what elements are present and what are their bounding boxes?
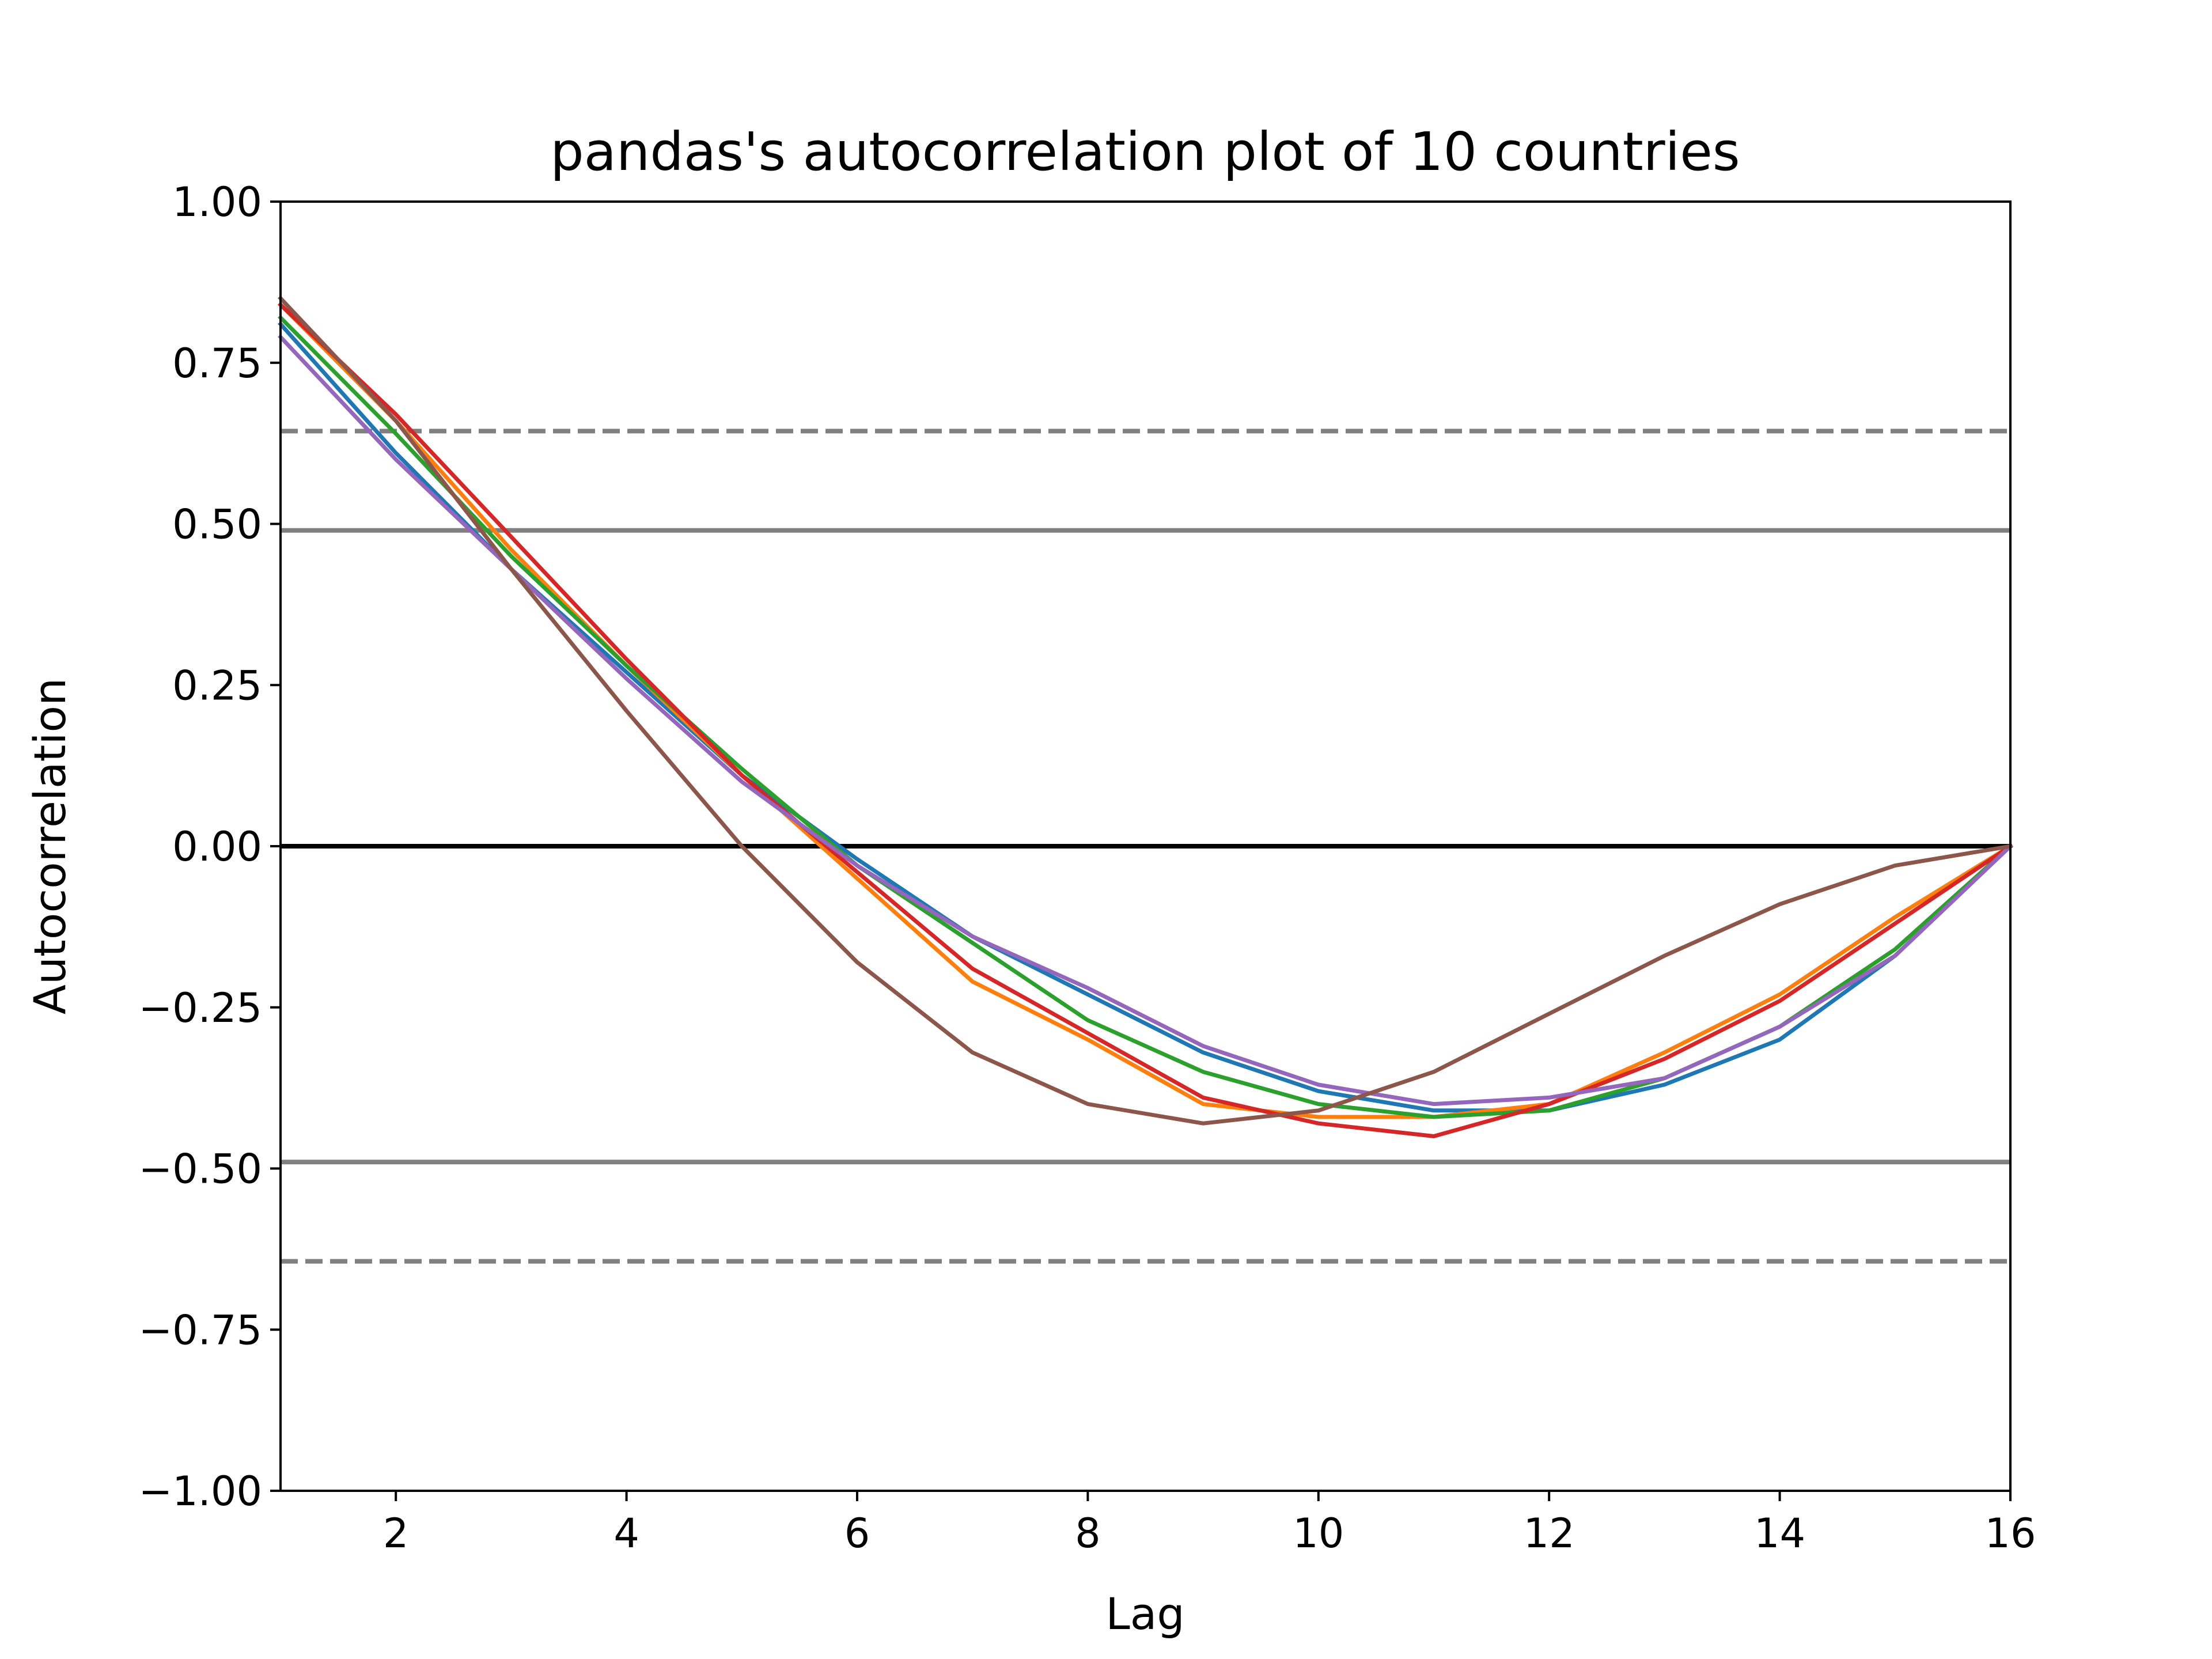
x-axis: 2 4 6 8 10 12 14 16 [383,1491,2036,1557]
y-tick-label: 0.25 [172,662,262,709]
series-line-5 [278,295,2013,1126]
x-tick-label: 6 [844,1510,870,1557]
y-tick-label: −0.25 [138,984,262,1032]
x-tick-label: 16 [1984,1510,2036,1557]
series-line-1 [278,302,2013,1119]
chart-title: pandas's autocorrelation plot of 10 coun… [550,121,1740,183]
x-tick-label: 10 [1293,1510,1344,1557]
y-tick-label: −1.00 [138,1468,262,1515]
y-tick-label: 1.00 [172,179,262,226]
series-lines [278,295,2013,1138]
y-tick-label: −0.50 [138,1146,262,1193]
series-line-4 [278,334,2013,1107]
series-line-3 [278,302,2013,1138]
x-tick-label: 14 [1754,1510,1805,1557]
x-tick-label: 4 [613,1510,639,1557]
y-tick-label: 0.50 [172,501,262,548]
x-tick-label: 12 [1524,1510,1575,1557]
x-axis-label: Lag [1105,1588,1184,1639]
reference-lines [281,429,2010,1264]
y-axis: 1.00 0.75 0.50 0.25 0.00 −0.25 −0.50 −0.75 −1.00 [138,179,281,1515]
y-axis-label: Autocorrelation [24,678,75,1014]
x-tick-label: 8 [1075,1510,1101,1557]
series-line-0 [278,321,2013,1113]
y-tick-label: −0.75 [138,1306,262,1354]
y-tick-label: 0.00 [172,823,262,870]
x-tick-label: 2 [383,1510,409,1557]
y-tick-label: 0.75 [172,340,262,387]
